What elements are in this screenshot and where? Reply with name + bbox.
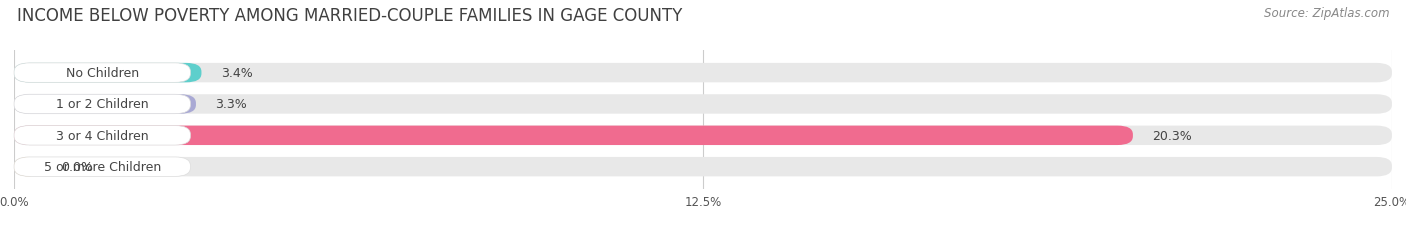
- Text: No Children: No Children: [66, 67, 139, 80]
- Text: 1 or 2 Children: 1 or 2 Children: [56, 98, 149, 111]
- Text: 5 or more Children: 5 or more Children: [44, 161, 160, 173]
- FancyBboxPatch shape: [14, 126, 1392, 145]
- FancyBboxPatch shape: [14, 126, 190, 145]
- FancyBboxPatch shape: [14, 95, 1392, 114]
- Text: 3.4%: 3.4%: [221, 67, 253, 80]
- Text: INCOME BELOW POVERTY AMONG MARRIED-COUPLE FAMILIES IN GAGE COUNTY: INCOME BELOW POVERTY AMONG MARRIED-COUPL…: [17, 7, 682, 25]
- Text: 0.0%: 0.0%: [60, 161, 93, 173]
- FancyBboxPatch shape: [14, 157, 1392, 177]
- Text: Source: ZipAtlas.com: Source: ZipAtlas.com: [1264, 7, 1389, 20]
- FancyBboxPatch shape: [14, 64, 201, 83]
- FancyBboxPatch shape: [14, 64, 190, 83]
- FancyBboxPatch shape: [14, 157, 42, 177]
- FancyBboxPatch shape: [14, 64, 1392, 83]
- Text: 20.3%: 20.3%: [1152, 129, 1192, 142]
- FancyBboxPatch shape: [14, 157, 190, 177]
- Text: 3.3%: 3.3%: [215, 98, 247, 111]
- Text: 3 or 4 Children: 3 or 4 Children: [56, 129, 149, 142]
- FancyBboxPatch shape: [14, 95, 190, 114]
- FancyBboxPatch shape: [14, 126, 1133, 145]
- FancyBboxPatch shape: [14, 95, 195, 114]
